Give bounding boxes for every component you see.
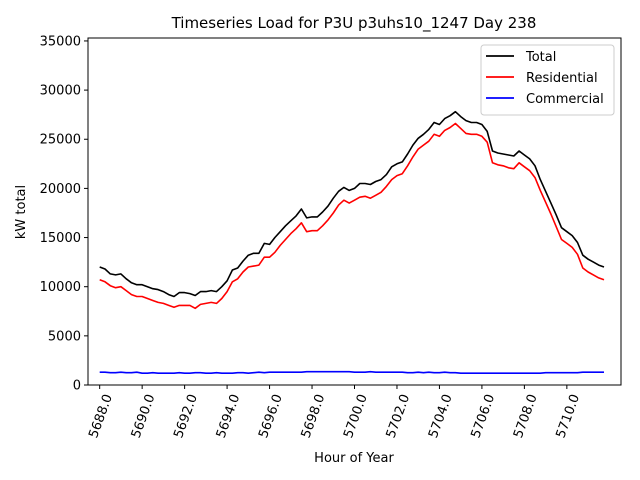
y-tick-label: 30000 — [40, 84, 81, 99]
y-tick-label: 20000 — [40, 182, 81, 197]
legend-box — [480, 44, 615, 116]
x-axis: 5688.0 5690.0 5692.0 5694.0 5696.0 5698.0 5700… — [86, 385, 583, 440]
y-tick-label: 35000 — [40, 34, 81, 49]
x-tick-label: 5690.0 — [129, 392, 159, 440]
x-tick-label: 5704.0 — [426, 392, 456, 440]
x-tick-label: 5708.0 — [511, 392, 541, 440]
y-tick-label: 15000 — [40, 231, 81, 246]
x-tick-label: 5706.0 — [469, 392, 499, 440]
x-tick-label: 5702.0 — [384, 392, 414, 440]
legend-label-residential: Residential — [526, 71, 598, 86]
plot-lines — [99, 110, 605, 375]
x-tick-label: 5698.0 — [299, 392, 329, 440]
legend-label-commercial: Commercial — [526, 92, 604, 107]
y-tick-label: 10000 — [40, 280, 81, 295]
y-tick-label: 5000 — [48, 329, 81, 344]
chart-title: Timeseries Load for P3U p3uhs10_1247 Day… — [171, 14, 537, 33]
x-axis-label: Hour of Year — [314, 451, 394, 466]
x-tick-label: 5694.0 — [214, 392, 244, 440]
y-tick-label: 0 — [73, 379, 81, 394]
x-tick-label: 5688.0 — [86, 392, 116, 440]
y-axis: 0 5000 10000 15000 20000 25000 30000 35000 — [40, 34, 88, 394]
x-tick-label: 5692.0 — [171, 392, 201, 440]
legend: Total Residential Commercial — [480, 44, 615, 116]
x-tick-label: 5696.0 — [256, 392, 286, 440]
series-line-total — [99, 110, 605, 298]
y-axis-label: kW total — [14, 185, 29, 239]
x-tick-label: 5700.0 — [341, 392, 371, 440]
legend-label-total: Total — [525, 50, 556, 65]
series-line-commercial — [99, 370, 604, 375]
series-line-residential — [99, 122, 605, 310]
x-tick-label: 5710.0 — [554, 392, 584, 440]
y-tick-label: 25000 — [40, 133, 81, 148]
